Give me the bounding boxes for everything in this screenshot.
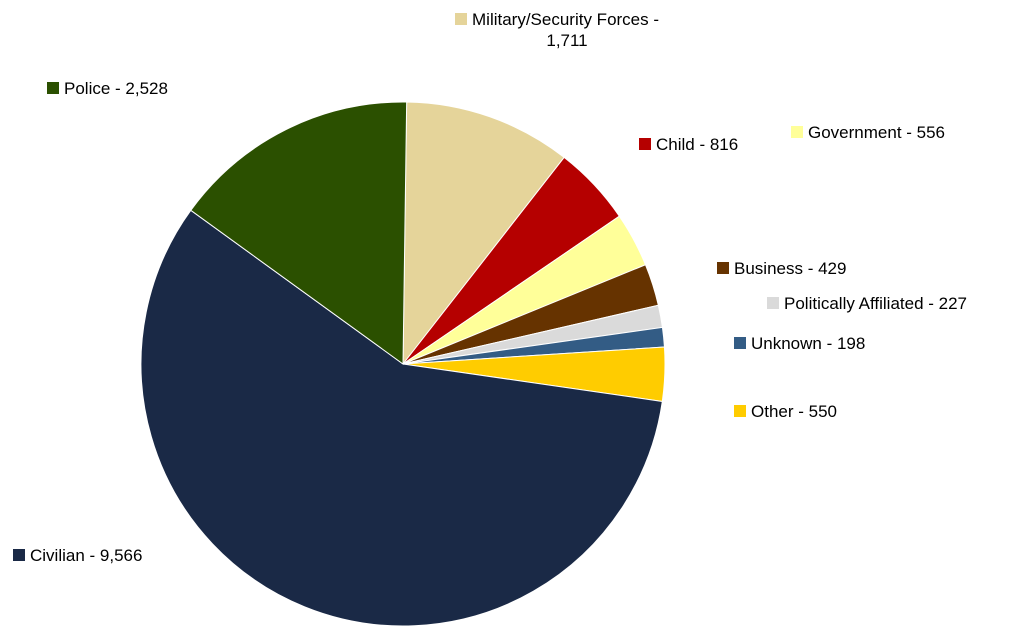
slice-label-police: Police - 2,528 [47, 79, 168, 98]
slice-label-text-government: Government - 556 [808, 123, 945, 142]
legend-swatch-unknown [734, 337, 746, 349]
slice-label-text-police: Police - 2,528 [64, 79, 168, 98]
slice-label-other: Other - 550 [734, 402, 837, 421]
legend-swatch-political [767, 297, 779, 309]
slice-label-text-civilian: Civilian - 9,566 [30, 546, 142, 565]
legend-swatch-military [455, 13, 467, 25]
legend-swatch-business [717, 262, 729, 274]
slice-label-text-child: Child - 816 [656, 135, 738, 154]
pie-slice-military [402, 101, 565, 366]
legend-swatch-police [47, 82, 59, 94]
slice-label-business: Business - 429 [717, 259, 846, 278]
slice-label-unknown: Unknown - 198 [734, 334, 865, 353]
slice-label-text-business: Business - 429 [734, 259, 846, 278]
slice-label-government: Government - 556 [791, 123, 945, 142]
slice-label-political: Politically Affiliated - 227 [767, 294, 967, 313]
legend-swatch-government [791, 126, 803, 138]
pie-slice-police [190, 101, 408, 365]
slice-label-child: Child - 816 [639, 135, 738, 154]
slice-label-text-military: Military/Security Forces - [472, 10, 659, 29]
slice-label-text-military-1: 1,711 [546, 31, 587, 50]
slice-label-text-other: Other - 550 [751, 402, 837, 421]
pie-labels: Military/Security Forces - 1,711 Child - 8… [13, 10, 967, 565]
legend-swatch-child [639, 138, 651, 150]
legend-swatch-civilian [13, 549, 25, 561]
slice-label-military: Military/Security Forces - 1,711 [455, 10, 659, 50]
slice-label-text-unknown: Unknown - 198 [751, 334, 865, 353]
pie-slices [140, 101, 666, 626]
pie-slice-civilian [140, 209, 663, 626]
slice-label-text-political: Politically Affiliated - 227 [784, 294, 967, 313]
slice-label-civilian: Civilian - 9,566 [13, 546, 142, 565]
legend-swatch-other [734, 405, 746, 417]
